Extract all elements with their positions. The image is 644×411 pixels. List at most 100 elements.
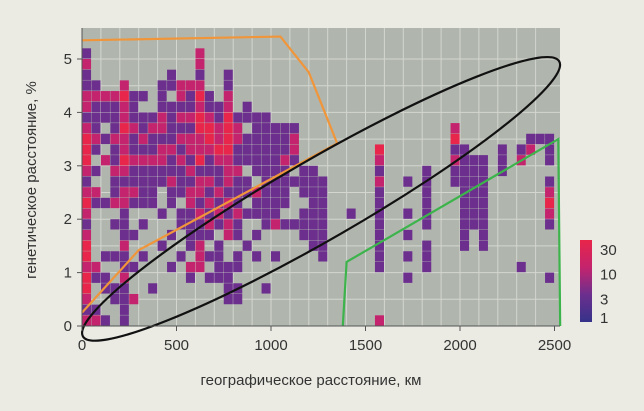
heatmap-cell: [82, 69, 92, 80]
heatmap-cell: [176, 101, 186, 112]
y-tick-label: 0: [64, 318, 72, 335]
orange-region-outline: [81, 35, 339, 314]
heatmap-cell: [157, 240, 167, 251]
colorbar-swatch: [580, 240, 592, 322]
heatmap-cell: [185, 101, 195, 112]
heatmap-cell: [545, 144, 555, 155]
heatmap-cell: [346, 208, 356, 219]
y-tick-label: 1: [64, 265, 72, 282]
heatmap-cell: [242, 133, 252, 145]
heatmap-cell: [271, 251, 281, 262]
heatmap-cell: [460, 176, 470, 187]
heatmap-cell: [271, 208, 281, 219]
heatmap-cell: [545, 219, 555, 230]
heatmap-cell: [261, 112, 271, 123]
heatmap-cell: [91, 123, 101, 134]
heatmap-cell: [110, 101, 120, 112]
heatmap-cell: [450, 123, 460, 134]
heatmap-cell: [167, 176, 177, 187]
heatmap-cell: [450, 165, 460, 177]
heatmap-cell: [374, 187, 384, 198]
heatmap-cell: [422, 219, 432, 230]
heatmap-cell: [252, 133, 262, 145]
heatmap-cell: [129, 155, 139, 166]
heatmap-cell: [195, 144, 205, 155]
heatmap-cell: [110, 283, 120, 294]
y-tick-label: 5: [64, 51, 72, 68]
heatmap-cell: [233, 133, 243, 145]
x-axis-label: географическое расстояние, км: [200, 372, 421, 389]
heatmap-cell: [280, 133, 290, 145]
heatmap-cell: [214, 272, 224, 283]
colorbar-label: 3: [600, 291, 608, 308]
heatmap-cell: [233, 144, 243, 155]
heatmap-cell: [195, 133, 205, 145]
heatmap-cell: [374, 315, 384, 326]
heatmap-cell: [119, 112, 129, 123]
heatmap-cell: [129, 165, 139, 177]
heatmap-cell: [460, 155, 470, 166]
heatmap-cell: [308, 229, 318, 241]
heatmap-cell: [289, 155, 299, 166]
heatmap-cell: [318, 219, 328, 230]
x-tick-label: 1000: [254, 337, 287, 354]
heatmap-cell: [242, 101, 252, 112]
colorbar-label: 1: [600, 310, 608, 327]
heatmap-cell: [204, 176, 214, 187]
heatmap-cell: [195, 165, 205, 177]
heatmap-cell: [271, 133, 281, 145]
heatmap-cell: [374, 155, 384, 166]
heatmap-cell: [119, 165, 129, 177]
heatmap-cell: [289, 176, 299, 187]
heatmap-cell: [176, 208, 186, 219]
heatmap-cell: [478, 165, 488, 177]
heatmap-cell: [82, 144, 92, 155]
heatmap-cell: [242, 176, 252, 187]
heatmap-cell: [374, 197, 384, 209]
heatmap-cell: [271, 155, 281, 166]
heatmap-cell: [299, 165, 309, 177]
heatmap-cell: [119, 219, 129, 230]
heatmap-cell: [214, 261, 224, 273]
heatmap-cell: [223, 208, 233, 219]
heatmap-cell: [185, 155, 195, 166]
heatmap-cell: [195, 208, 205, 219]
heatmap-cell: [204, 101, 214, 112]
heatmap-cell: [374, 229, 384, 241]
heatmap-cell: [82, 80, 92, 91]
heatmap-cell: [185, 197, 195, 209]
heatmap-cell: [223, 261, 233, 273]
heatmap-cell: [214, 197, 224, 209]
heatmap-cell: [82, 283, 92, 294]
heatmap-cell: [176, 91, 186, 102]
heatmap-cell: [545, 176, 555, 187]
heatmap-cell: [110, 91, 120, 102]
x-tick-label: 0: [78, 337, 86, 354]
heatmap-cell: [138, 123, 148, 134]
heatmap-cell: [204, 187, 214, 198]
heatmap-cell: [129, 229, 139, 241]
heatmap-cell: [252, 251, 262, 262]
heatmap-cell: [308, 197, 318, 209]
heatmap-cell: [261, 133, 271, 145]
heatmap-cell: [148, 144, 158, 155]
heatmap-cell: [195, 69, 205, 80]
heatmap-cell: [82, 197, 92, 209]
heatmap-cell: [157, 123, 167, 134]
heatmap-cell: [110, 144, 120, 155]
heatmap-cell: [318, 229, 328, 241]
x-tick-label: 1500: [349, 337, 382, 354]
heatmap-cell: [167, 101, 177, 112]
heatmap-cell: [280, 197, 290, 209]
heatmap-cell: [185, 80, 195, 91]
heatmap-cell: [129, 293, 139, 305]
heatmap-cell: [233, 229, 243, 241]
heatmap-cells: [82, 48, 555, 326]
heatmap-cell: [308, 208, 318, 219]
heatmap-cell: [129, 144, 139, 155]
heatmap-cell: [195, 91, 205, 102]
heatmap-cell: [167, 112, 177, 123]
heatmap-cell: [110, 155, 120, 166]
heatmap-cell: [422, 208, 432, 219]
heatmap-cell: [497, 155, 507, 166]
